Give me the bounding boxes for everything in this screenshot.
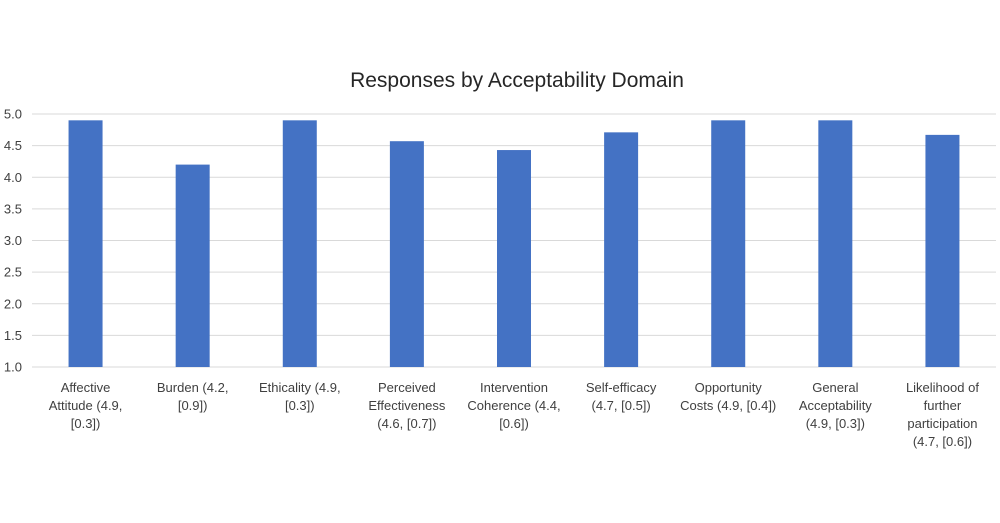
bar [711, 120, 746, 367]
x-category-label: Intervention Coherence (4.4, [0.6]) [467, 380, 560, 431]
bar [68, 120, 103, 367]
bars [68, 120, 960, 367]
y-tick-label: 5.0 [4, 107, 22, 122]
bar [175, 164, 210, 367]
x-category-label: Ethicality (4.9, [0.3]) [259, 380, 341, 413]
chart-title: Responses by Acceptability Domain [350, 69, 684, 92]
x-axis-labels: Affective Attitude (4.9, [0.3]) Burden (4.2… [49, 380, 980, 449]
bar [282, 120, 317, 367]
y-tick-label: 2.0 [4, 296, 22, 311]
bar [818, 120, 853, 367]
x-category-label: Opportunity Costs (4.9, [0.4]) [680, 380, 776, 413]
y-tick-label: 1.0 [4, 360, 22, 375]
x-category-label: Affective Attitude (4.9, [0.3]) [49, 380, 123, 431]
bar [604, 132, 639, 367]
x-category-label: General Acceptability (4.9, [0.3]) [799, 380, 872, 431]
x-category-label: Likelihood of further participation (4.7, [… [906, 380, 979, 449]
x-category-label: Burden (4.2, [0.9]) [157, 380, 229, 413]
x-category-label: Perceived Effectiveness (4.6, [0.7]) [368, 380, 446, 431]
bar [925, 134, 960, 367]
y-tick-label: 2.5 [4, 265, 22, 280]
y-tick-label: 3.5 [4, 201, 22, 216]
y-tick-label: 1.5 [4, 328, 22, 343]
y-tick-label: 3.0 [4, 233, 22, 248]
x-category-label: Self-efficacy (4.7, [0.5]) [586, 380, 657, 413]
bar [389, 141, 424, 367]
y-tick-label: 4.0 [4, 170, 22, 185]
y-tick-label: 4.5 [4, 138, 22, 153]
bar [497, 150, 531, 367]
y-axis-ticks: 1.0 1.5 2.0 2.5 3.0 3.5 4.0 4.5 5.0 [4, 107, 22, 375]
